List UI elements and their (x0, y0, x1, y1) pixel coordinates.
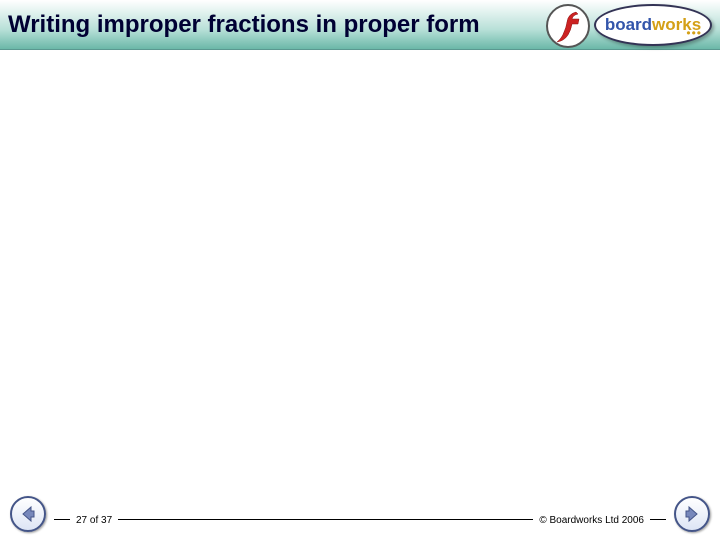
arrow-left-icon (18, 504, 38, 524)
footer-bar: 27 of 37 © Boardworks Ltd 2006 (0, 495, 720, 540)
logo-dots: ••• (686, 26, 702, 40)
copyright-text: © Boardworks Ltd 2006 (533, 515, 650, 526)
slide-content-area (0, 50, 720, 495)
header-bar: Writing improper fractions in proper for… (0, 0, 720, 50)
boardworks-logo: boardworks ••• (594, 4, 712, 46)
nav-forward-button[interactable] (674, 496, 710, 532)
nav-back-button[interactable] (10, 496, 46, 532)
flash-player-icon (546, 4, 590, 48)
logo-text-board: board (605, 15, 652, 35)
arrow-right-icon (682, 504, 702, 524)
page-counter: 27 of 37 (70, 515, 118, 526)
page-title: Writing improper fractions in proper for… (8, 11, 480, 39)
